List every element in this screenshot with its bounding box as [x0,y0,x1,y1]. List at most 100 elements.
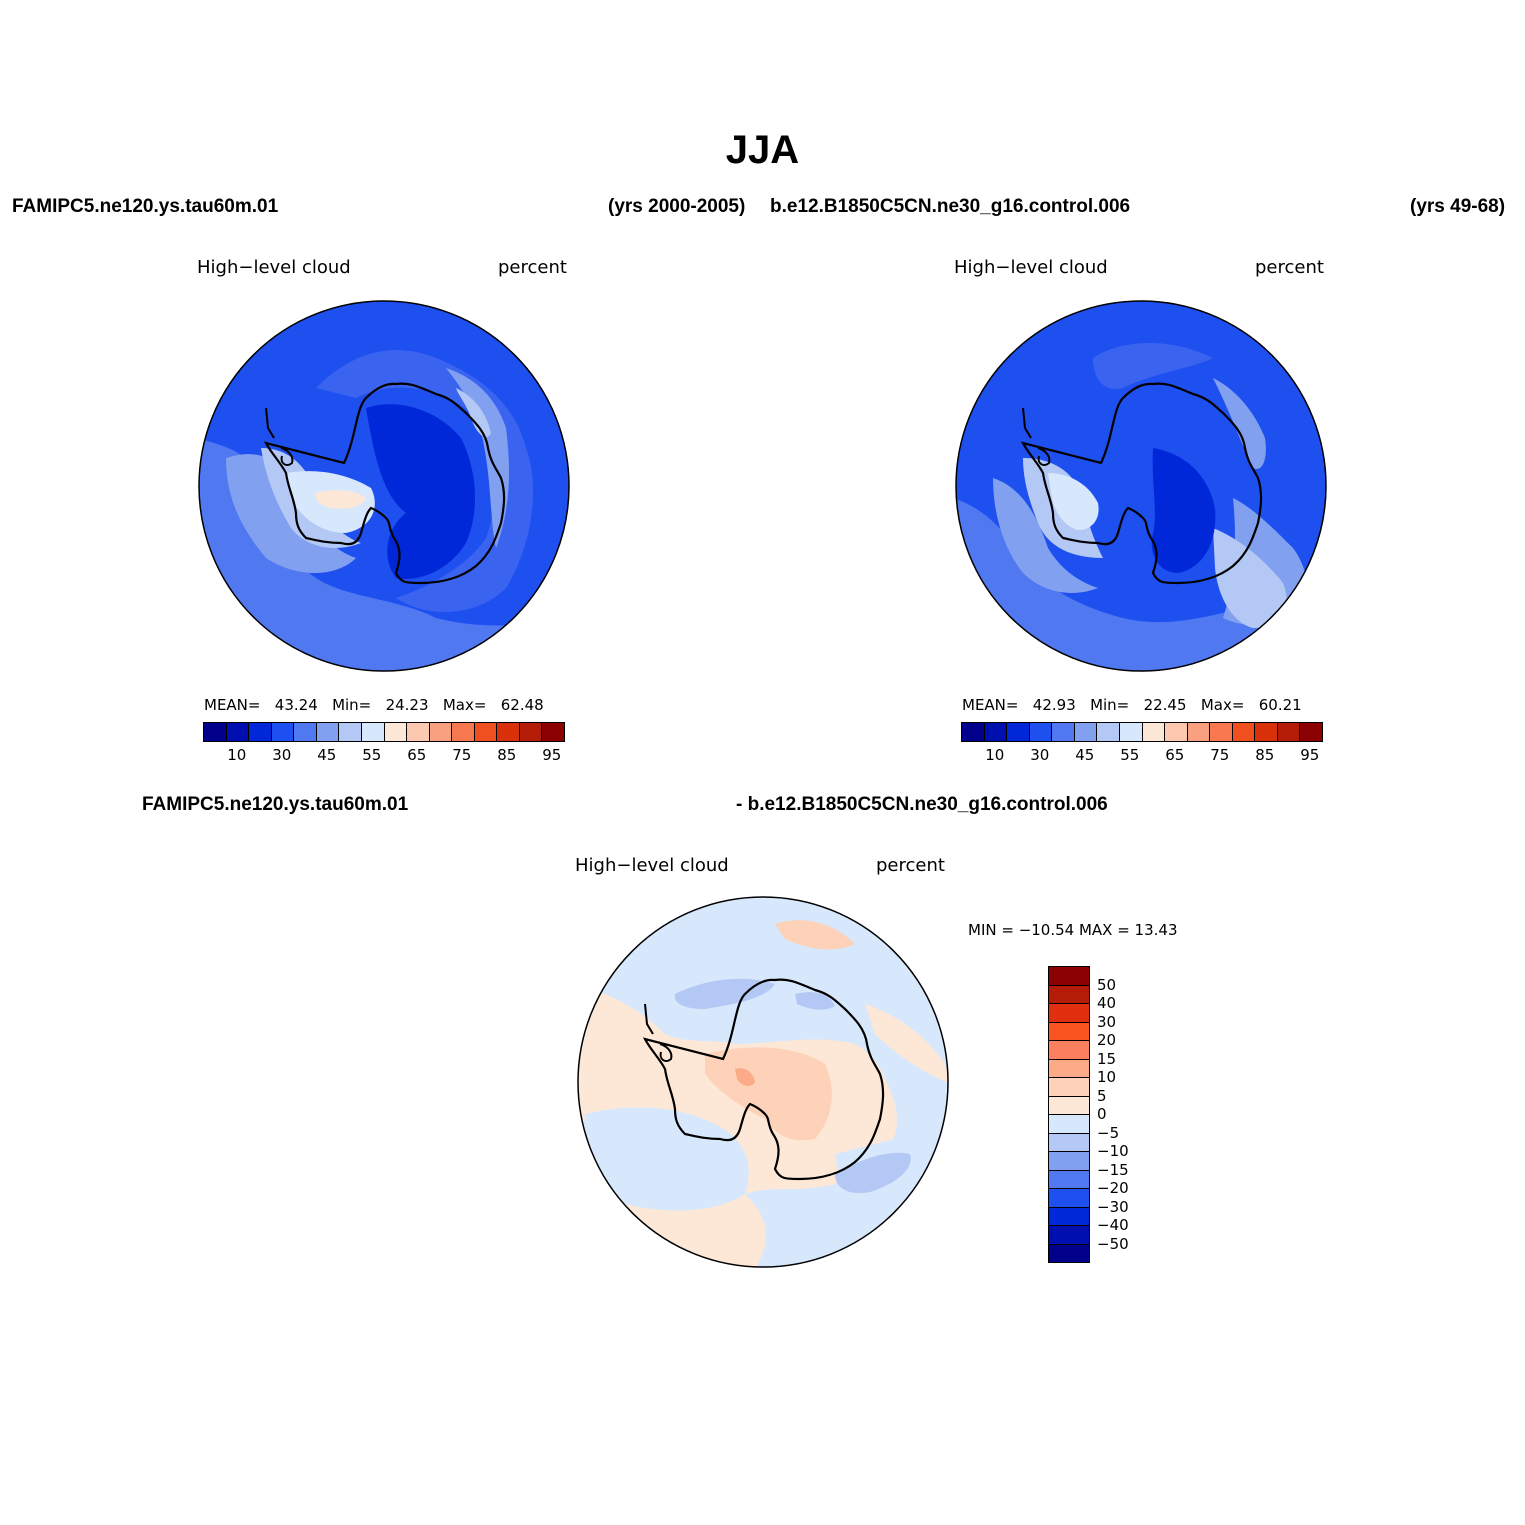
colorbar-cell [1049,1225,1089,1244]
top-left-polar-map [198,300,570,672]
antarctica-coastline [263,382,506,585]
colorbar-tick-label: −40 [1097,1216,1129,1234]
colorbar-cell [962,723,984,741]
top-left-years: (yrs 2000-2005) [608,196,746,217]
colorbar-cell [1049,967,1089,985]
bottom-case-left: FAMIPC5.ne120.ys.tau60m.01 [142,794,409,815]
colorbar-cell [1049,1188,1089,1207]
cloud-region [956,498,1326,671]
colorbar-cell [1049,1169,1089,1188]
cloud-region [1213,528,1287,628]
antarctica-coastline [642,978,885,1181]
colorbar-cell [1049,1095,1089,1114]
colorbar-cell [1231,723,1255,741]
colorbar-cell [518,723,542,741]
cloud-region [1048,473,1099,530]
colorbar-cell [1276,723,1300,741]
colorbar-tick-label: 45 [1075,746,1095,764]
colorbar-cell [541,723,564,741]
colorbar-tick-label: 30 [1097,1012,1117,1031]
colorbar-tick-label: 65 [1165,746,1185,764]
map-border [198,300,570,672]
colorbar-tick-label: 30 [272,746,292,764]
colorbar-cell [383,723,407,741]
colorbar-cell [1073,723,1097,741]
colorbar-cell [1006,723,1029,741]
colorbar-tick-label: 10 [227,746,247,764]
top-right-polar-map [955,300,1327,672]
colorbar-cell [1049,1021,1089,1040]
colorbar-cell [1209,723,1232,741]
colorbar-cell [1049,1206,1089,1225]
colorbar-tick-label: 75 [452,746,472,764]
cloud-region [315,490,366,509]
diff-region [795,992,835,1010]
colorbar-tick-label: 95 [542,746,562,764]
top-left-variable-label: High−level cloud [197,257,351,278]
figure-title: JJA [725,128,800,172]
colorbar-cell [473,723,497,741]
colorbar-cell [225,723,249,741]
colorbar-cell [1049,984,1089,1003]
colorbar-cell [360,723,384,741]
colorbar-tick-label: −20 [1097,1179,1129,1197]
top-right-stats: MEAN= 42.93 Min= 22.45 Max= 60.21 [962,696,1302,714]
colorbar-tick-label: 50 [1097,975,1117,994]
colorbar-cell [1118,723,1142,741]
colorbar-cell [293,723,316,741]
cloud-region [1213,378,1266,469]
difference-colorbar [1048,966,1090,1263]
colorbar-cell [428,723,452,741]
top-right-case-name: b.e12.B1850C5CN.ne30_g16.control.006 [770,196,1131,217]
bottom-variable-label: High−level cloud [575,855,729,876]
colorbar-cell [1051,723,1074,741]
diff-region [735,1068,755,1086]
colorbar-cell [1049,1040,1089,1059]
top-right-units-label: percent [1255,257,1324,278]
colorbar-cell [1049,1151,1089,1170]
colorbar-tick-label: 15 [1097,1049,1117,1068]
top-left-colorbar [203,722,565,742]
colorbar-cell [270,723,294,741]
colorbar-cell [338,723,361,741]
diff-region [775,920,855,950]
colorbar-tick-label: 85 [1255,746,1275,764]
colorbar-tick-label: 55 [1120,746,1140,764]
colorbar-tick-label: 0 [1097,1105,1107,1123]
difference-colorbar-ticks: 50 40 30 20 15 10 5 0 −5 −10 −15 −20 −30 −40 −50 [1097,966,1177,1266]
diff-region [835,1152,911,1194]
colorbar-cell [1096,723,1119,741]
colorbar-cell [406,723,429,741]
colorbar-tick-label: 85 [497,746,517,764]
antarctica-coastline [1020,382,1263,585]
colorbar-cell [1049,1243,1089,1262]
colorbar-cell [1141,723,1165,741]
top-right-variable-label: High−level cloud [954,257,1108,278]
colorbar-cell [315,723,339,741]
map-border [577,896,949,1268]
bottom-case-right: - b.e12.B1850C5CN.ne30_g16.control.006 [736,794,1108,815]
colorbar-tick-label: 55 [362,746,382,764]
colorbar-tick-label: 75 [1210,746,1230,764]
top-right-colorbar-ticks: 10 30 45 55 65 75 85 95 [961,746,1321,766]
colorbar-tick-label: −15 [1097,1160,1129,1179]
colorbar-cell [1049,1058,1089,1077]
colorbar-tick-label: 45 [317,746,337,764]
bottom-minmax: MIN = −10.54 MAX = 13.43 [968,921,1178,939]
colorbar-tick-label: 30 [1030,746,1050,764]
colorbar-tick-label: −50 [1097,1234,1129,1253]
colorbar-cell [248,723,271,741]
colorbar-cell [1049,1077,1089,1096]
difference-polar-map [577,896,949,1268]
colorbar-cell [983,723,1007,741]
colorbar-cell [1049,1003,1089,1022]
cloud-region [446,368,509,548]
top-left-case-name: FAMIPC5.ne120.ys.tau60m.01 [12,196,279,217]
colorbar-cell [451,723,474,741]
colorbar-tick-label: 65 [407,746,427,764]
colorbar-cell [1028,723,1052,741]
top-left-stats: MEAN= 43.24 Min= 24.23 Max= 62.48 [204,696,544,714]
diff-region [584,1107,749,1211]
colorbar-cell [1186,723,1210,741]
colorbar-cell [1049,1132,1089,1151]
